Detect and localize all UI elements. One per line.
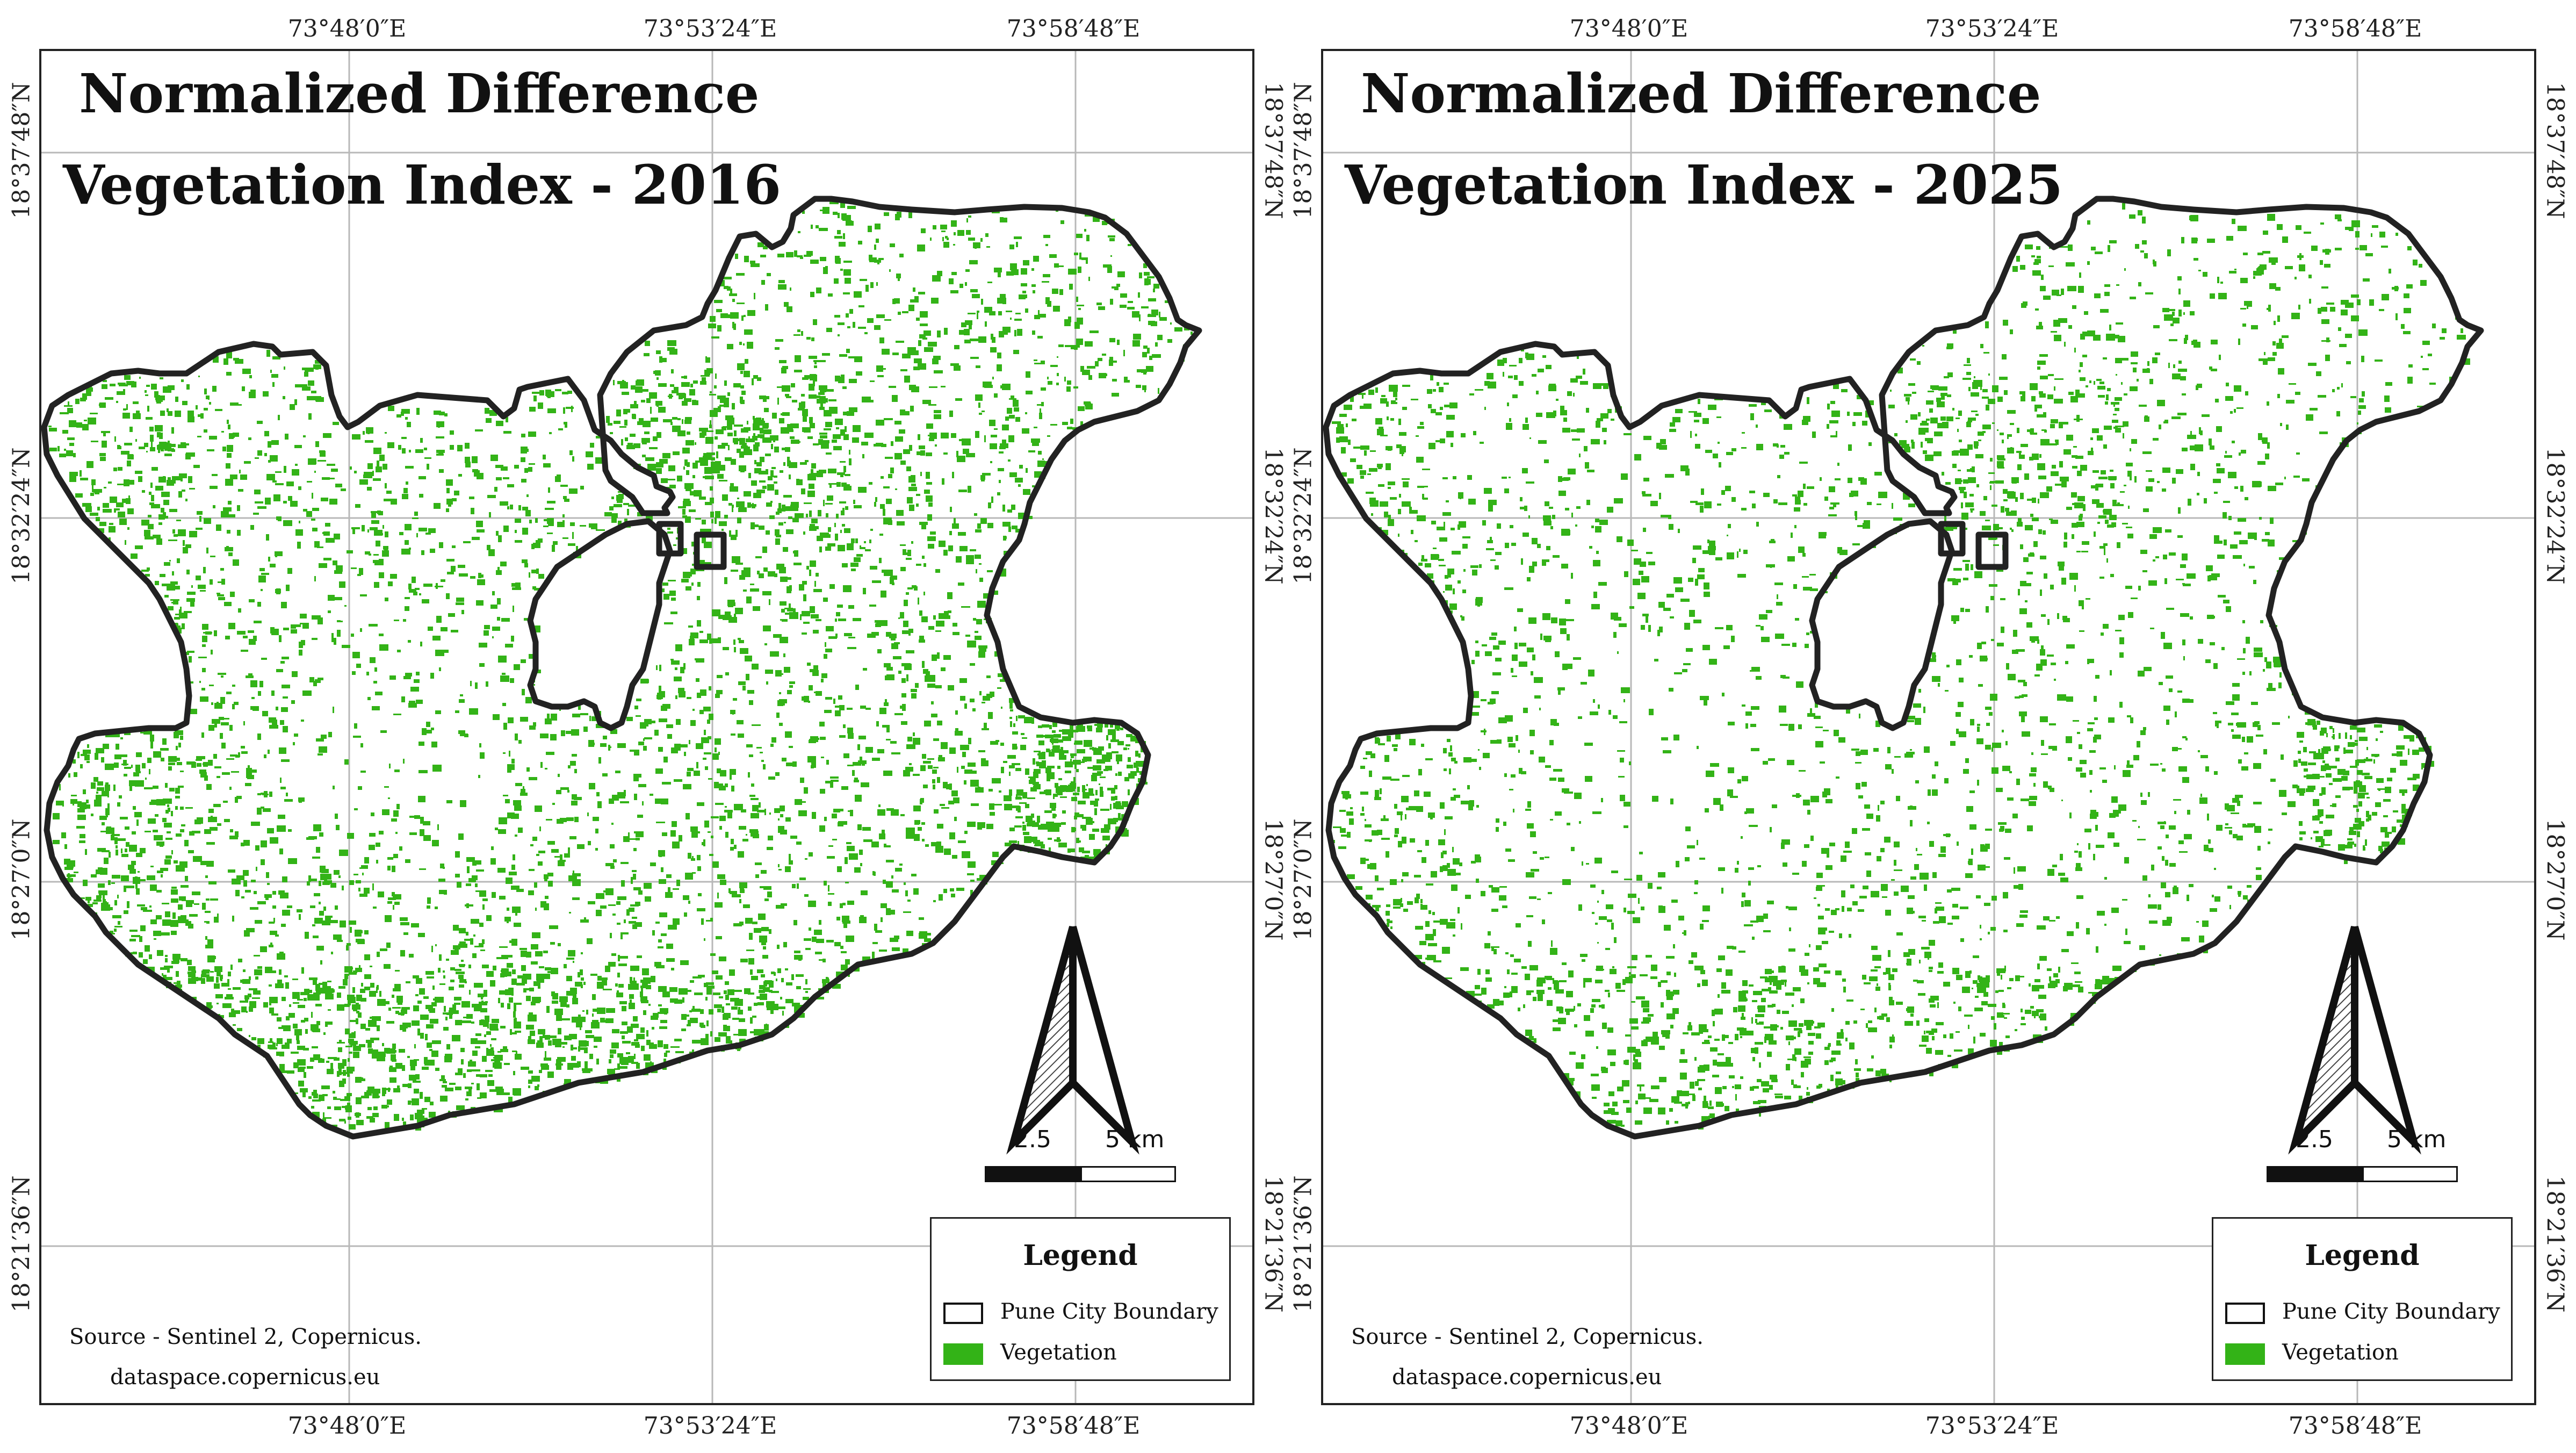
map-canvas-2016 — [41, 51, 1252, 1403]
legend-box: Legend Pune City Boundary Vegetation — [930, 1217, 1231, 1381]
north-arrow-icon — [2288, 926, 2421, 1155]
city-outer-boundary — [1323, 196, 2484, 1140]
map-title-line1: Normalized Difference — [79, 62, 760, 125]
lon-label-top-4: 73°48′0″E — [1569, 15, 1689, 42]
boundary-enclave — [694, 531, 727, 570]
map-title-line2: Vegetation Index - 2025 — [1345, 153, 2063, 217]
boundary-enclave — [1809, 518, 1955, 731]
lon-label-top-2: 73°53′24″E — [643, 15, 777, 42]
city-outer-boundary — [41, 196, 1202, 1140]
pune-city-boundary — [41, 196, 1202, 1140]
source-line1: Source - Sentinel 2, Copernicus. — [69, 1325, 422, 1349]
map-panel-2025: Normalized Difference Vegetation Index -… — [1321, 49, 2536, 1405]
scale-end-label: 5 km — [2387, 1126, 2447, 1153]
north-arrow-icon — [1006, 926, 1139, 1155]
pune-city-boundary — [1323, 196, 2484, 1140]
legend-title: Legend — [2305, 1239, 2420, 1272]
boundary-enclave — [656, 521, 684, 557]
scale-end-label: 5 km — [1105, 1126, 1165, 1153]
legend-boundary-label: Pune City Boundary — [2282, 1299, 2500, 1324]
boundary-swatch — [943, 1303, 983, 1324]
scale-mid-label: 2.5 — [2296, 1126, 2333, 1153]
legend-title: Legend — [1023, 1239, 1138, 1272]
source-line2: dataspace.copernicus.eu — [1392, 1365, 1662, 1390]
lon-label-bottom-3: 73°58′48″E — [1006, 1412, 1141, 1440]
legend-vegetation-label: Vegetation — [1000, 1340, 1117, 1365]
source-line2: dataspace.copernicus.eu — [110, 1365, 380, 1390]
lon-label-bottom-6: 73°58′48″E — [2288, 1412, 2422, 1440]
vegetation-layer — [1332, 203, 2470, 1130]
legend-vegetation-label: Vegetation — [2282, 1340, 2399, 1365]
vegetation-layer — [48, 202, 1193, 1131]
scale-mid-label: 2.5 — [1014, 1126, 1051, 1153]
map-title-line2: Vegetation Index - 2016 — [63, 153, 782, 217]
boundary-swatch — [2225, 1303, 2265, 1324]
boundary-enclave — [1938, 521, 1966, 557]
lon-label-bottom-5: 73°53′24″E — [1925, 1412, 2059, 1440]
map-title-line1: Normalized Difference — [1361, 62, 2041, 125]
legend-boundary-label: Pune City Boundary — [1000, 1299, 1218, 1324]
map-canvas-2025 — [1323, 51, 2534, 1403]
source-line1: Source - Sentinel 2, Copernicus. — [1351, 1325, 1704, 1349]
vegetation-patches — [1332, 203, 2470, 1130]
boundary-enclave — [1975, 531, 2009, 570]
vegetation-patches — [48, 202, 1193, 1131]
map-panel-2016: Normalized Difference Vegetation Index -… — [39, 49, 1254, 1405]
lon-label-top-1: 73°48′0″E — [287, 15, 407, 42]
legend-box: Legend Pune City Boundary Vegetation — [2212, 1217, 2513, 1381]
vegetation-swatch — [2225, 1343, 2265, 1365]
lon-label-top-6: 73°58′48″E — [2288, 15, 2422, 42]
vegetation-swatch — [943, 1343, 983, 1365]
scale-bar — [985, 1166, 1176, 1182]
lon-label-top-3: 73°58′48″E — [1006, 15, 1141, 42]
scale-bar — [2267, 1166, 2458, 1182]
lon-label-bottom-4: 73°48′0″E — [1569, 1412, 1689, 1440]
lon-label-bottom-2: 73°53′24″E — [643, 1412, 777, 1440]
lon-label-top-5: 73°53′24″E — [1925, 15, 2059, 42]
boundary-enclave — [527, 518, 673, 731]
lon-label-bottom-1: 73°48′0″E — [287, 1412, 407, 1440]
